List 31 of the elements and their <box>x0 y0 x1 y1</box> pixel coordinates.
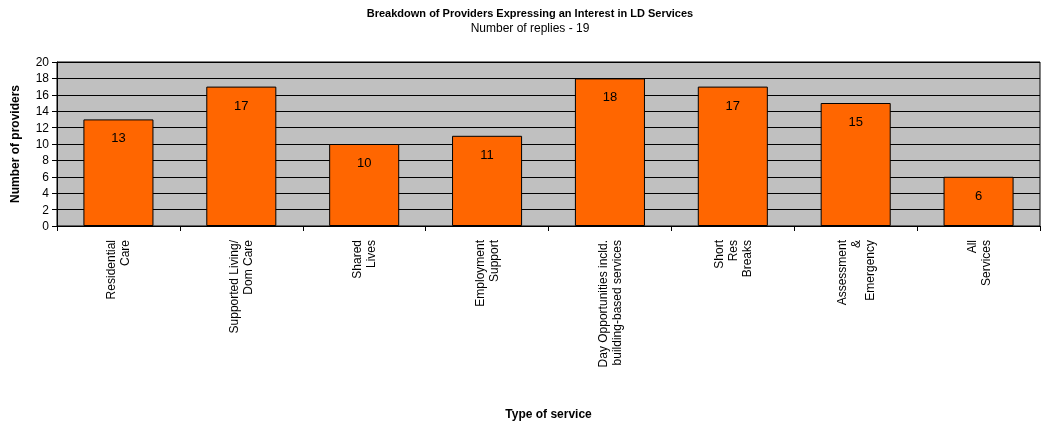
y-tick-label: 10 <box>35 137 50 151</box>
data-label: 15 <box>848 114 863 129</box>
data-label: 13 <box>111 130 126 146</box>
x-axis-title: Type of service <box>505 407 593 421</box>
y-tick-label: 14 <box>35 104 50 119</box>
data-label: 17 <box>234 97 249 113</box>
y-tick-label: 20 <box>35 55 50 69</box>
data-label: 17 <box>725 97 741 113</box>
data-label: 18 <box>602 89 618 105</box>
x-tick-label: Shared Lives <box>350 240 379 279</box>
x-tick-label: All Services <box>964 240 993 287</box>
y-axis-title: Number of providers <box>8 84 22 204</box>
y-tick-label: 6 <box>42 169 50 184</box>
data-label: 6 <box>974 187 983 203</box>
data-label: 11 <box>480 146 494 162</box>
y-tick-label: 18 <box>35 71 50 86</box>
x-tick-label: Assessment & Emergency <box>834 239 877 306</box>
x-tick-label: Employment Support <box>473 239 502 307</box>
y-tick-label: 0 <box>42 219 50 233</box>
x-tick-label: Residential Care <box>104 239 133 300</box>
x-tick-label: Supported Living/ Dom Care <box>227 239 256 334</box>
data-label: 10 <box>356 155 372 170</box>
y-tick-label: 16 <box>35 87 50 102</box>
x-tick-label: Short Res Breaks <box>711 239 754 278</box>
y-tick-label: 8 <box>42 153 50 168</box>
x-tick-label: Day Opportunities incld. building-based services <box>595 240 624 368</box>
y-tick-label: 2 <box>42 202 50 217</box>
y-tick-label: 4 <box>42 186 50 201</box>
chart-title: Breakdown of Providers Expressing an Interest in LD Services <box>366 6 694 19</box>
y-tick-label: 12 <box>35 120 50 135</box>
chart-subtitle: Number of replies - 19 <box>470 21 590 35</box>
